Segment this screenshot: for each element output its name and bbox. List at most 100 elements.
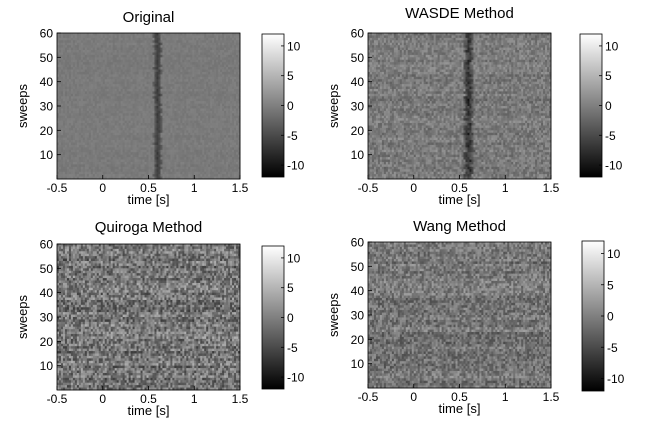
heatmap-cell bbox=[222, 135, 225, 139]
heatmap-cell bbox=[158, 52, 161, 56]
heatmap-cell bbox=[170, 108, 173, 112]
heatmap-cell bbox=[66, 57, 70, 61]
heatmap-cell bbox=[146, 42, 149, 46]
heatmap-cell bbox=[116, 79, 120, 83]
heatmap-cell bbox=[76, 50, 80, 53]
heatmap-cell bbox=[98, 54, 102, 58]
heatmap-cell bbox=[102, 132, 106, 136]
heatmap-cell bbox=[118, 132, 122, 136]
heatmap-cell bbox=[230, 135, 233, 139]
heatmap-cell bbox=[154, 67, 157, 70]
heatmap-cell bbox=[166, 106, 169, 109]
heatmap-cell bbox=[210, 81, 213, 85]
heatmap-cell bbox=[176, 50, 179, 53]
heatmap-cell bbox=[220, 37, 223, 41]
heatmap-cell bbox=[96, 67, 100, 70]
heatmap-cell bbox=[70, 98, 74, 102]
heatmap-cell bbox=[196, 113, 199, 117]
heatmap-cell bbox=[230, 42, 233, 46]
heatmap-cell bbox=[224, 132, 227, 136]
heatmap-cell bbox=[222, 103, 225, 107]
heatmap-cell bbox=[232, 91, 235, 95]
heatmap-cell bbox=[108, 110, 112, 114]
heatmap-cell bbox=[132, 35, 135, 39]
heatmap-cell bbox=[152, 103, 155, 107]
heatmap-cell bbox=[156, 54, 159, 58]
heatmap-cell bbox=[108, 88, 112, 92]
heatmap-cell bbox=[62, 67, 66, 70]
heatmap-cell bbox=[138, 67, 141, 70]
heatmap-cell bbox=[57, 115, 60, 119]
heatmap-cell bbox=[118, 125, 122, 129]
heatmap-cell bbox=[84, 130, 88, 134]
heatmap-cell bbox=[138, 118, 141, 121]
heatmap-cell bbox=[116, 98, 120, 102]
heatmap-cell bbox=[194, 52, 197, 56]
heatmap-cell bbox=[168, 113, 171, 117]
heatmap-cell bbox=[232, 52, 235, 56]
heatmap-cell bbox=[194, 57, 197, 61]
heatmap-cell bbox=[136, 130, 139, 134]
heatmap-cell bbox=[116, 88, 120, 92]
heatmap-cell bbox=[238, 101, 241, 104]
heatmap-cell bbox=[192, 118, 195, 121]
heatmap-cell bbox=[140, 81, 143, 85]
heatmap-cell bbox=[148, 96, 151, 100]
heatmap-cell bbox=[180, 135, 183, 139]
heatmap-cell bbox=[138, 42, 141, 46]
heatmap-cell bbox=[238, 59, 241, 63]
heatmap-cell bbox=[200, 115, 203, 119]
heatmap-cell bbox=[104, 71, 108, 75]
heatmap-cell bbox=[164, 118, 167, 121]
heatmap-cell bbox=[184, 54, 187, 58]
heatmap-cell bbox=[144, 88, 147, 92]
heatmap-cell bbox=[74, 106, 78, 109]
heatmap-cell bbox=[122, 74, 126, 78]
heatmap-cell bbox=[226, 120, 229, 124]
heatmap-cell bbox=[114, 113, 118, 117]
heatmap-cell bbox=[214, 123, 217, 126]
heatmap-cell bbox=[206, 79, 209, 83]
heatmap-cell bbox=[150, 45, 153, 48]
heatmap-cell bbox=[98, 93, 102, 97]
heatmap-cell bbox=[194, 101, 197, 104]
heatmap-cell bbox=[186, 54, 189, 58]
heatmap-cell bbox=[220, 88, 223, 92]
heatmap-cell bbox=[234, 54, 237, 58]
heatmap-cell bbox=[176, 103, 179, 107]
heatmap-cell bbox=[234, 103, 237, 107]
heatmap-cell bbox=[158, 62, 161, 66]
heatmap-cell bbox=[220, 98, 223, 102]
heatmap-cell bbox=[196, 108, 199, 112]
heatmap-cell bbox=[88, 118, 92, 121]
heatmap-cell bbox=[116, 74, 120, 78]
heatmap-cell bbox=[150, 113, 153, 117]
heatmap-cell bbox=[120, 120, 124, 124]
heatmap-cell bbox=[130, 132, 133, 136]
heatmap-cell bbox=[170, 54, 173, 58]
heatmap-cell bbox=[90, 64, 94, 68]
heatmap-cell bbox=[144, 135, 147, 139]
heatmap-cell bbox=[130, 125, 133, 129]
heatmap-cell bbox=[210, 64, 213, 68]
heatmap-cell bbox=[188, 137, 191, 141]
heatmap-cell bbox=[90, 52, 94, 56]
heatmap-cell bbox=[122, 67, 126, 70]
heatmap-cell bbox=[160, 120, 163, 124]
heatmap-cell bbox=[78, 79, 82, 83]
heatmap-cell bbox=[194, 135, 197, 139]
heatmap-cell bbox=[182, 130, 185, 134]
heatmap-cell bbox=[112, 115, 116, 119]
heatmap-cell bbox=[212, 52, 215, 56]
heatmap-cell bbox=[218, 137, 221, 141]
heatmap-cell bbox=[146, 96, 149, 100]
heatmap-cell bbox=[186, 103, 189, 107]
heatmap-cell bbox=[74, 137, 78, 141]
heatmap-cell bbox=[156, 106, 159, 109]
heatmap-cell bbox=[190, 130, 193, 134]
heatmap-cell bbox=[200, 59, 203, 63]
heatmap-cell bbox=[58, 62, 62, 66]
heatmap-cell bbox=[226, 69, 229, 73]
heatmap-cell bbox=[156, 69, 159, 73]
heatmap-cell bbox=[220, 125, 223, 129]
